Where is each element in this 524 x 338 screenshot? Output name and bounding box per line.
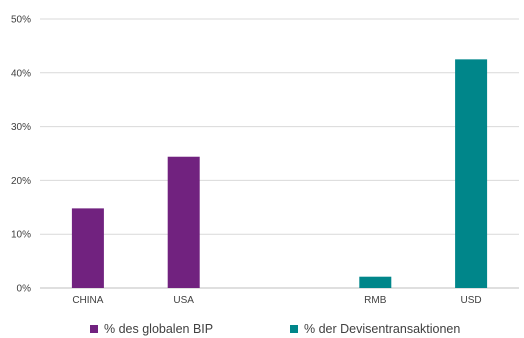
bar [455, 59, 488, 288]
bar [71, 208, 104, 288]
y-tick-label: 40% [11, 68, 31, 79]
legend-item-fx: % der Devisentransaktionen [290, 322, 460, 336]
x-axis-tick-labels: CHINA USA RMB USD [72, 295, 481, 306]
y-tick-label: 0% [17, 284, 32, 295]
legend-label-gdp: % des globalen BIP [104, 322, 214, 336]
x-tick-label: CHINA [72, 295, 103, 306]
x-tick-label: RMB [364, 295, 387, 306]
bar [167, 156, 200, 288]
bar [359, 276, 392, 288]
x-tick-label: USD [461, 295, 482, 306]
gridlines [40, 18, 519, 289]
legend-swatch-fx [290, 325, 298, 333]
bar-chart: 0% 10% 20% 30% 40% 50% CHINA USA RMB USD [11, 15, 519, 306]
y-tick-label: 50% [11, 15, 31, 26]
legend-swatch-gdp [90, 325, 98, 333]
y-tick-label: 10% [11, 230, 31, 241]
legend: % des globalen BIP % der Devisentransakt… [0, 318, 524, 338]
legend-label-fx: % der Devisentransaktionen [304, 322, 461, 336]
x-tick-label: USA [173, 295, 194, 306]
y-tick-label: 30% [11, 122, 31, 133]
y-axis-tick-labels: 0% 10% 20% 30% 40% 50% [11, 15, 31, 295]
legend-item-gdp: % des globalen BIP [90, 322, 213, 336]
bars [71, 59, 488, 288]
y-tick-label: 20% [11, 176, 31, 187]
